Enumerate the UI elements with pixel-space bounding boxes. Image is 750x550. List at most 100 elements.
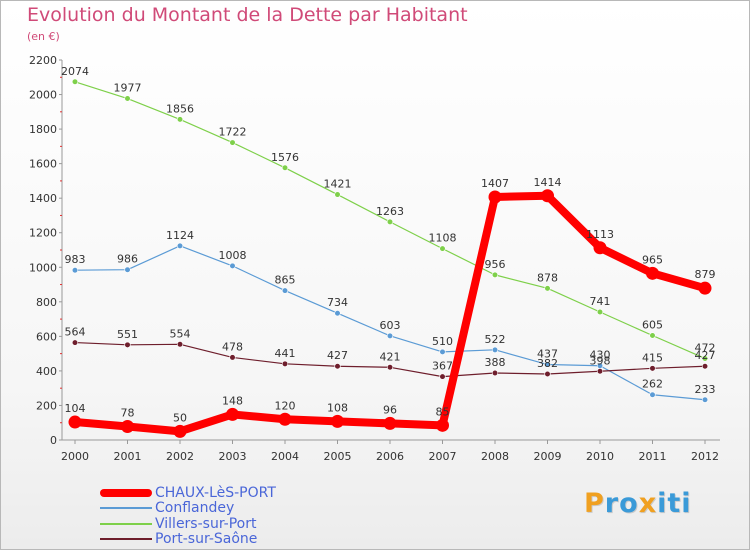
data-label: 734 [327, 296, 348, 309]
logo-letter: i [681, 488, 692, 519]
data-label: 1407 [481, 177, 509, 190]
data-label: 388 [485, 356, 506, 369]
data-point [281, 164, 289, 171]
y-tick-label: 200 [36, 399, 57, 412]
x-tick-label: 2002 [166, 450, 194, 463]
data-label: 986 [117, 253, 138, 266]
data-point [386, 218, 394, 225]
legend-swatch [100, 538, 152, 541]
logo-letter: P [584, 488, 605, 519]
chart-title: Evolution du Montant de la Dette par Hab… [27, 4, 468, 26]
data-point [701, 396, 709, 403]
data-point [71, 339, 79, 346]
data-label: 1008 [219, 249, 247, 262]
data-label: 741 [590, 295, 611, 308]
x-tick-label: 2010 [586, 450, 614, 463]
data-label: 1576 [271, 151, 299, 164]
data-label: 78 [121, 407, 135, 420]
data-point [436, 418, 449, 432]
data-label: 421 [380, 350, 401, 363]
legend-swatch [100, 522, 152, 525]
data-point [281, 287, 289, 294]
data-label: 427 [327, 349, 348, 362]
legend-swatch [100, 507, 152, 510]
data-point [698, 281, 712, 295]
data-point [176, 341, 184, 348]
data-point [701, 363, 709, 370]
data-label: 603 [380, 319, 401, 332]
logo-letter: t [667, 488, 682, 519]
x-tick-label: 2006 [376, 450, 404, 463]
data-point [439, 348, 446, 356]
data-point [176, 242, 184, 249]
data-point [124, 95, 131, 102]
data-point [226, 407, 239, 421]
data-label: 510 [432, 335, 453, 348]
data-point [176, 116, 184, 123]
data-point [383, 416, 397, 430]
data-point [491, 271, 499, 278]
data-label: 472 [695, 341, 716, 354]
data-point [649, 365, 656, 372]
logo-letter: r [604, 488, 620, 519]
y-tick-label: 2200 [29, 54, 57, 67]
data-point [278, 412, 292, 426]
data-point [229, 354, 236, 361]
data-point [596, 308, 604, 316]
x-tick-label: 2001 [114, 450, 142, 463]
data-point [544, 361, 551, 368]
data-label: 878 [537, 271, 558, 284]
data-point [331, 414, 344, 428]
data-point [439, 245, 446, 252]
chart-axes: 0 200 400 600 800 1000 1200 1400 1600 1800 2000 220… [29, 54, 720, 463]
data-point [334, 310, 341, 317]
x-tick-label: 2009 [534, 450, 562, 463]
data-label: 441 [275, 347, 296, 360]
data-label: 522 [485, 333, 506, 346]
x-tick-label: 2004 [271, 450, 299, 463]
logo-letter: i [657, 488, 668, 519]
data-label: 1414 [534, 176, 562, 189]
y-tick-label: 1200 [29, 227, 57, 240]
y-tick-label: 600 [36, 330, 57, 343]
legend-item: Port-sur-Saône [100, 531, 276, 547]
data-label: 564 [65, 326, 86, 339]
data-label: 983 [65, 253, 86, 266]
x-tick-label: 2008 [481, 450, 509, 463]
data-point [649, 391, 656, 398]
legend-swatch [100, 488, 152, 497]
data-point [386, 332, 394, 339]
data-point [701, 355, 709, 362]
data-label: 1722 [219, 126, 247, 139]
data-point [229, 262, 236, 269]
x-tick-label: 2007 [429, 450, 457, 463]
legend-item: CHAUX-LèS-PORT [100, 485, 276, 501]
logo-letter: x [638, 488, 658, 519]
data-label: 437 [537, 348, 558, 361]
data-point [334, 363, 341, 370]
data-label: 50 [173, 411, 187, 424]
y-tick-label: 1400 [29, 192, 57, 205]
data-label: 478 [222, 340, 243, 353]
legend-item: Villers-sur-Port [100, 516, 276, 532]
x-tick-label: 2005 [324, 450, 352, 463]
logo-letter: o [619, 488, 639, 519]
data-point [649, 332, 656, 339]
data-point [646, 266, 659, 280]
data-point [439, 373, 446, 380]
data-point [386, 364, 394, 371]
data-point [229, 139, 236, 146]
y-tick-label: 400 [36, 365, 57, 378]
data-label: 1113 [586, 228, 614, 241]
data-label: 956 [485, 258, 506, 271]
data-point [121, 420, 134, 434]
data-point [124, 341, 131, 348]
data-point [68, 415, 82, 429]
y-tick-label: 2000 [29, 89, 57, 102]
data-point [491, 346, 499, 353]
data-label: 1124 [166, 229, 194, 242]
data-point [124, 266, 131, 273]
data-label: 367 [432, 360, 453, 373]
